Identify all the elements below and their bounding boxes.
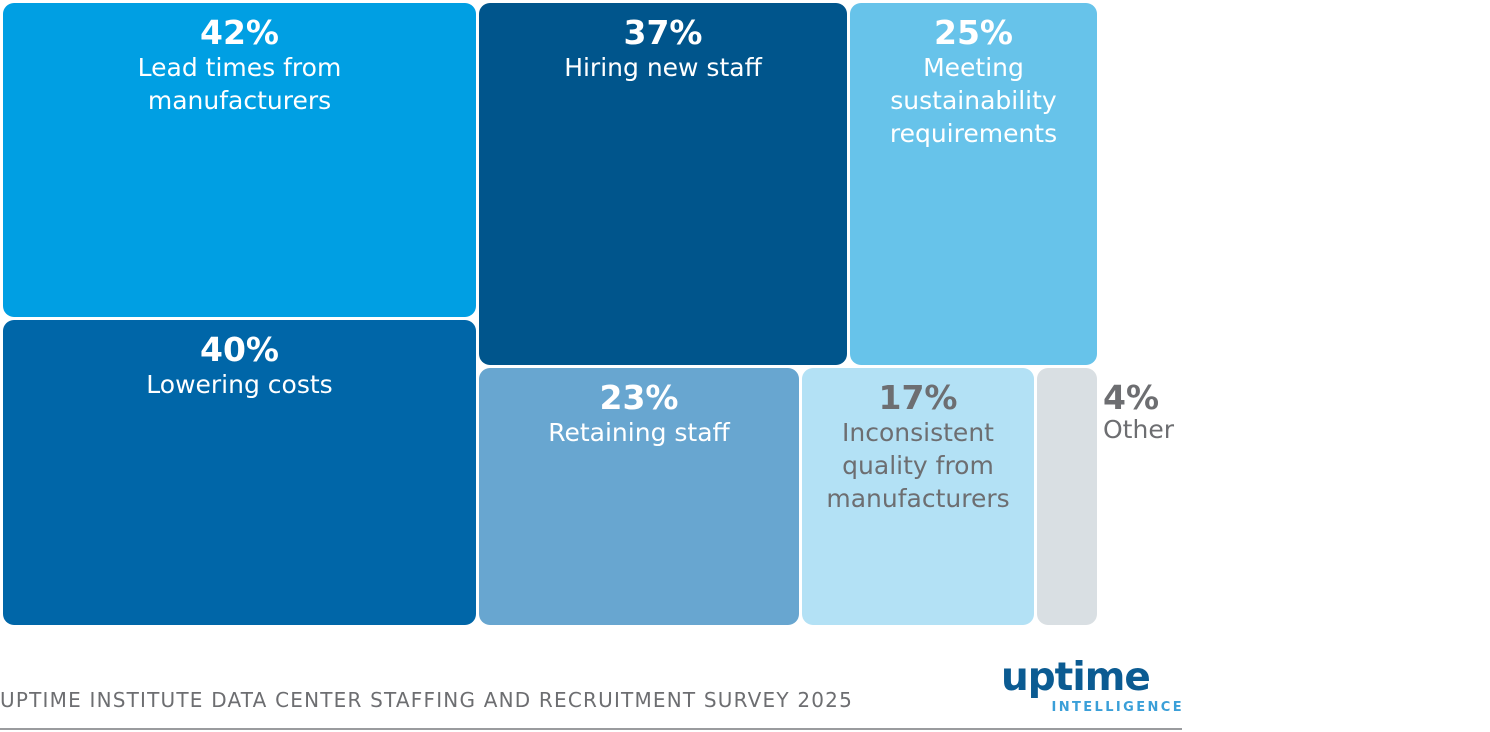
tile-value-label: 17% — [878, 378, 958, 417]
tile-category-label: Lead times from manufacturers — [137, 53, 342, 115]
tile-category-label: Retaining staff — [548, 418, 730, 447]
footer-divider — [0, 728, 1182, 730]
treemap-tile-meeting-sustainability-requirements: 25% Meeting sustainability requirements — [850, 3, 1097, 365]
tile-value-label: 23% — [599, 378, 679, 417]
treemap-tile-inconsistent-quality-from-manufacturers: 17% Inconsistent quality from manufacture… — [802, 368, 1034, 625]
tile-value-label: 42% — [200, 13, 279, 52]
brand-subtitle: INTELLIGENCE — [1051, 700, 1184, 715]
treemap-tile-lowering-costs: 40% Lowering costs — [3, 320, 476, 625]
tile-category-label: Lowering costs — [146, 370, 333, 399]
tile-value-label: 37% — [623, 13, 703, 52]
tile-category-label: Other — [1103, 415, 1174, 444]
treemap-chart: 42% Lead times from manufacturers 40% Lower… — [3, 3, 1174, 625]
tile-value-label: 4% — [1103, 378, 1160, 417]
treemap-tile-retaining-staff: 23% Retaining staff — [479, 368, 799, 625]
treemap-tile-lead-times-from-manufacturers: 42% Lead times from manufacturers — [3, 3, 476, 317]
tile-category-label: Hiring new staff — [564, 53, 762, 82]
treemap-tile-hiring-new-staff: 37% Hiring new staff — [479, 3, 847, 365]
brand-name: uptime — [1001, 655, 1151, 700]
tile-value-label: 25% — [934, 13, 1013, 52]
treemap-outside-label-other: 4% Other — [1103, 380, 1174, 444]
source-caption: UPTIME INSTITUTE DATA CENTER STAFFING AN… — [0, 688, 854, 712]
treemap-tile-other — [1037, 368, 1097, 625]
uptime-intelligence-logo: uptime INTELLIGENCE — [1000, 656, 1184, 716]
tile-value-label: 40% — [200, 330, 279, 369]
tile-category-label: Meeting sustainability requirements — [889, 53, 1058, 148]
tile-category-label: Inconsistent quality from manufacturers — [826, 418, 1010, 513]
